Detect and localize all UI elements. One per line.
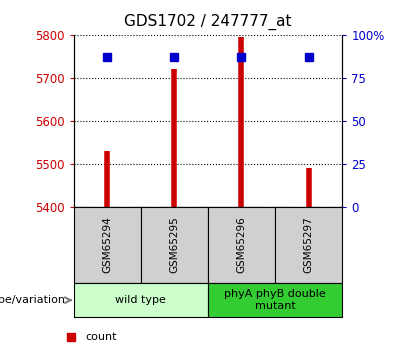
Text: GSM65297: GSM65297 — [304, 217, 314, 273]
Bar — [275, 207, 342, 283]
Text: GSM65296: GSM65296 — [236, 217, 247, 273]
Text: GSM65294: GSM65294 — [102, 217, 112, 273]
Bar — [74, 207, 141, 283]
Text: phyA phyB double
mutant: phyA phyB double mutant — [224, 289, 326, 311]
Bar — [208, 207, 275, 283]
Text: wild type: wild type — [115, 295, 166, 305]
Text: genotype/variation: genotype/variation — [0, 295, 65, 305]
Title: GDS1702 / 247777_at: GDS1702 / 247777_at — [124, 14, 291, 30]
Text: count: count — [85, 332, 117, 342]
Bar — [141, 207, 208, 283]
Bar — [208, 283, 342, 317]
Text: GSM65295: GSM65295 — [169, 217, 179, 273]
Bar — [74, 283, 208, 317]
